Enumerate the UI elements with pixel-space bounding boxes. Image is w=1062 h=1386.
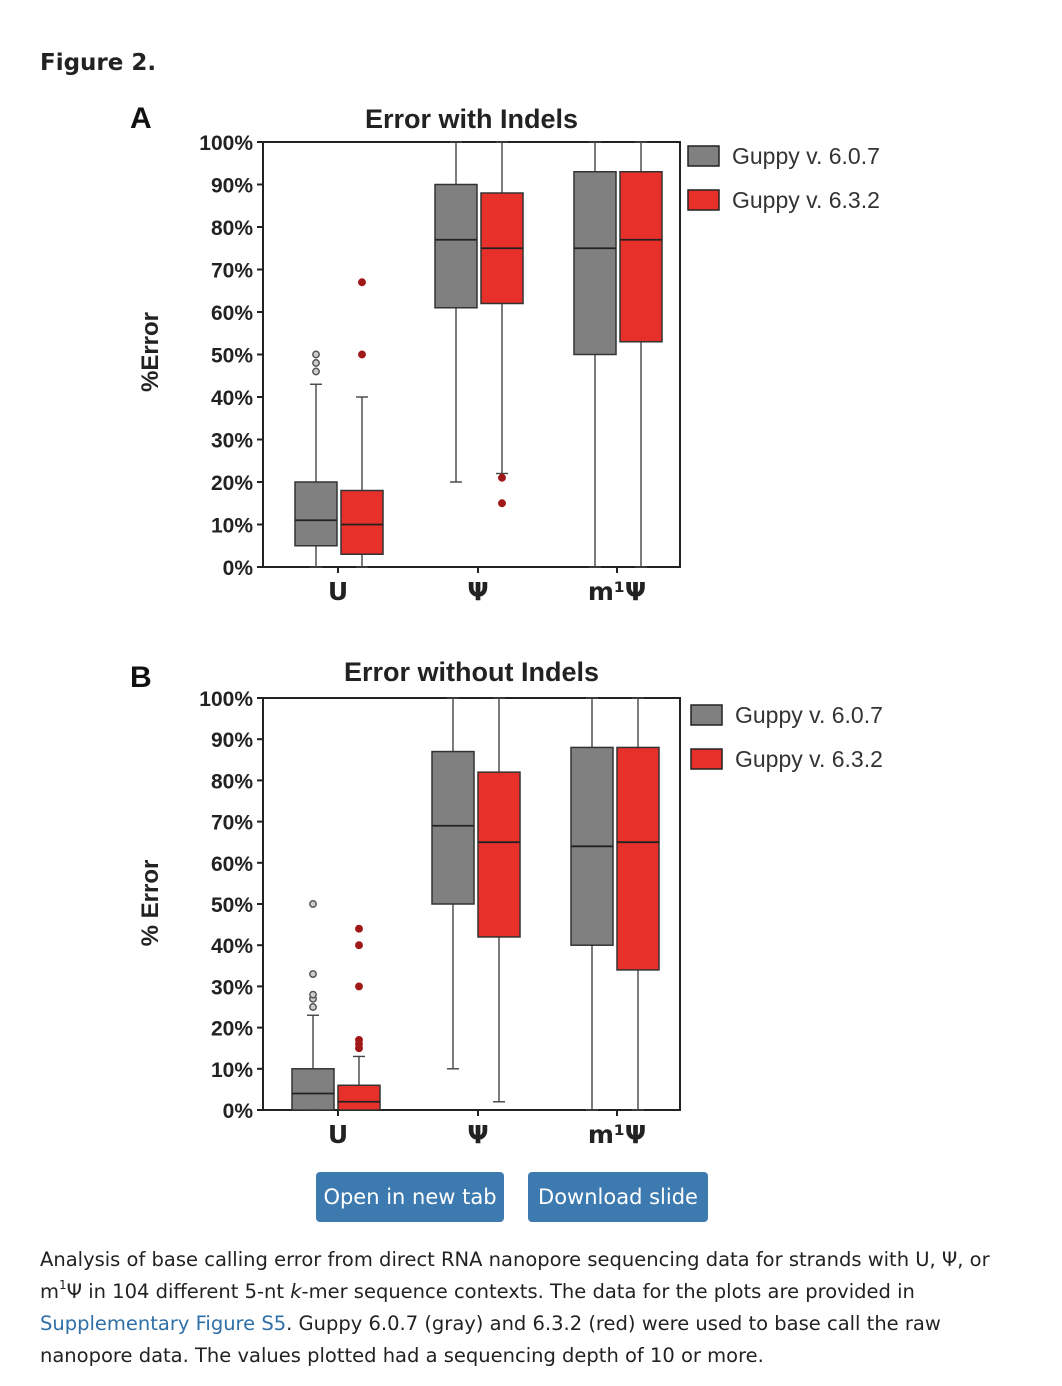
y-tick-label: 100%	[199, 688, 253, 711]
outlier-point	[355, 1036, 363, 1044]
outlier-point	[309, 1003, 317, 1011]
y-axis-label: %Error	[137, 312, 164, 392]
caption-superscript: 1	[59, 1278, 67, 1292]
y-tick-label: 20%	[211, 472, 253, 495]
box-gray	[291, 1068, 335, 1111]
legend-label: Guppy v. 6.3.2	[732, 187, 880, 213]
chart-panel-a: A Error with Indels %Error 0% 10% 20% 30% 40% 50…	[130, 102, 880, 606]
outlier-point	[355, 941, 363, 950]
y-tick-label: 100%	[199, 132, 253, 155]
y-tick-label: 0%	[223, 557, 254, 580]
box-gray	[573, 171, 617, 356]
outlier-point	[312, 350, 320, 359]
panel-letter: B	[130, 661, 152, 694]
x-tick-label: U	[328, 577, 348, 606]
outlier-point	[309, 990, 317, 999]
caption-text-4: . Guppy 6.0.7 (gray) and 6.3.2 (red) wer…	[40, 1312, 941, 1367]
y-tick-label: 90%	[211, 729, 253, 752]
outlier-point	[498, 499, 506, 508]
box-red	[616, 746, 660, 971]
x-tick-label: U	[328, 1120, 348, 1149]
y-tick-label: 70%	[211, 260, 253, 283]
box-gray	[294, 481, 338, 547]
outlier-point	[498, 473, 506, 482]
y-tick-label: 60%	[211, 302, 253, 325]
y-tick-label: 80%	[211, 770, 253, 793]
y-tick-label: 80%	[211, 217, 253, 240]
caption-italic-k: k	[290, 1280, 302, 1303]
y-tick-label: 60%	[211, 853, 253, 876]
download-slide-button[interactable]: Download slide	[528, 1172, 708, 1222]
y-tick-label: 30%	[211, 430, 253, 453]
chart-title: Error without Indels	[344, 657, 599, 687]
y-tick-label: 10%	[211, 515, 253, 538]
outlier-point	[312, 367, 320, 376]
box-red	[337, 1084, 381, 1111]
outlier-point	[358, 350, 366, 359]
x-tick-label: Ψ	[467, 1120, 488, 1149]
y-tick-label: 40%	[211, 387, 253, 410]
x-tick-label: Ψ	[467, 577, 488, 606]
legend-label: Guppy v. 6.0.7	[735, 702, 883, 728]
y-tick-label: 50%	[211, 894, 253, 917]
caption-text-3: -mer sequence contexts. The data for the…	[301, 1280, 915, 1303]
y-tick-label: 30%	[211, 976, 253, 999]
legend-label: Guppy v. 6.0.7	[732, 143, 880, 169]
outlier-point	[312, 359, 320, 367]
chart-title: Error with Indels	[365, 104, 578, 134]
outlier-point	[309, 900, 317, 908]
panel-letter: A	[130, 102, 152, 135]
y-tick-label: 70%	[211, 812, 253, 835]
legend-swatch	[690, 748, 723, 770]
legend-swatch	[687, 189, 720, 211]
box-gray	[431, 750, 475, 905]
figure-caption: Analysis of base calling error from dire…	[40, 1244, 1000, 1372]
box-red	[619, 171, 663, 343]
outlier-point	[309, 970, 317, 978]
box-gray	[434, 183, 478, 309]
y-tick-label: 40%	[211, 935, 253, 958]
y-tick-label: 90%	[211, 175, 253, 198]
legend-swatch	[687, 145, 720, 167]
y-tick-label: 10%	[211, 1059, 253, 1082]
y-tick-label: 0%	[223, 1100, 254, 1123]
y-tick-label: 50%	[211, 345, 253, 368]
outlier-point	[355, 924, 363, 933]
y-tick-label: 20%	[211, 1018, 253, 1041]
outlier-point	[358, 278, 366, 287]
x-tick-label: m¹Ψ	[588, 577, 646, 606]
chart-panel-b: B Error without Indels % Error 0% 10% 20% 30% 4…	[130, 657, 883, 1149]
box-red	[340, 489, 384, 555]
box-red	[477, 771, 521, 938]
caption-text-1: Analysis of base calling error from dire…	[40, 1248, 990, 1303]
x-tick-label: m¹Ψ	[588, 1120, 646, 1149]
caption-text-2: Ψ in 104 different 5-nt	[66, 1280, 291, 1303]
outlier-point	[355, 982, 363, 991]
figure-label: Figure 2.	[40, 50, 157, 76]
y-axis-label: % Error	[137, 860, 164, 947]
supplementary-figure-link[interactable]: Supplementary Figure S5	[40, 1312, 287, 1335]
open-in-new-tab-button[interactable]: Open in new tab	[316, 1172, 504, 1222]
legend-label: Guppy v. 6.3.2	[735, 746, 883, 772]
legend-swatch	[690, 704, 723, 726]
